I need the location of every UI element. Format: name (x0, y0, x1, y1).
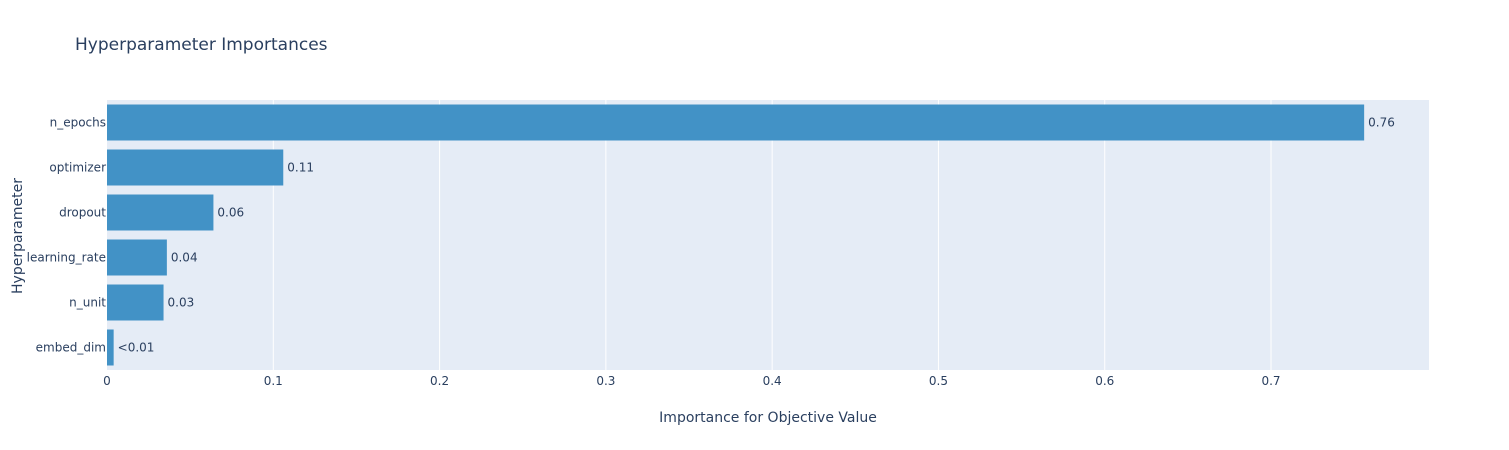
x-tick-label: 0.5 (929, 374, 948, 388)
plot-background (107, 100, 1429, 370)
y-tick-label: dropout (59, 206, 106, 220)
x-axis-title: Importance for Objective Value (659, 410, 877, 426)
y-tick-label: embed_dim (36, 341, 106, 355)
y-tick-label: n_unit (69, 296, 106, 310)
chart-title: Hyperparameter Importances (75, 35, 328, 55)
plot-area: 0 0.1 0.2 0.3 0.4 0.5 0.6 0.7 n_epochs 0.76 optimi… (27, 100, 1429, 388)
y-tick-label: learning_rate (27, 251, 106, 265)
bar-dropout (107, 194, 214, 231)
bar-optimizer (107, 149, 284, 186)
x-tick-label: 0.4 (763, 374, 782, 388)
x-tick-label: 0.6 (1095, 374, 1114, 388)
data-label: 0.76 (1368, 116, 1395, 130)
bar-n-unit (107, 284, 164, 321)
y-tick-label: optimizer (49, 161, 106, 175)
data-label: 0.03 (168, 296, 195, 310)
data-label: 0.04 (171, 251, 198, 265)
x-tick-label: 0.7 (1261, 374, 1280, 388)
data-label: <0.01 (118, 341, 155, 355)
bar-n-epochs (107, 104, 1365, 141)
x-tick-label: 0.3 (596, 374, 615, 388)
x-tick-label: 0.1 (264, 374, 283, 388)
y-axis-title: Hyperparameter (10, 178, 26, 294)
bar-learning-rate (107, 239, 167, 276)
bar-embed-dim (107, 329, 114, 366)
data-label: 0.11 (287, 161, 314, 175)
data-label: 0.06 (217, 206, 244, 220)
x-tick-label: 0.2 (430, 374, 449, 388)
x-tick-label: 0 (103, 374, 111, 388)
y-tick-label: n_epochs (50, 116, 106, 130)
